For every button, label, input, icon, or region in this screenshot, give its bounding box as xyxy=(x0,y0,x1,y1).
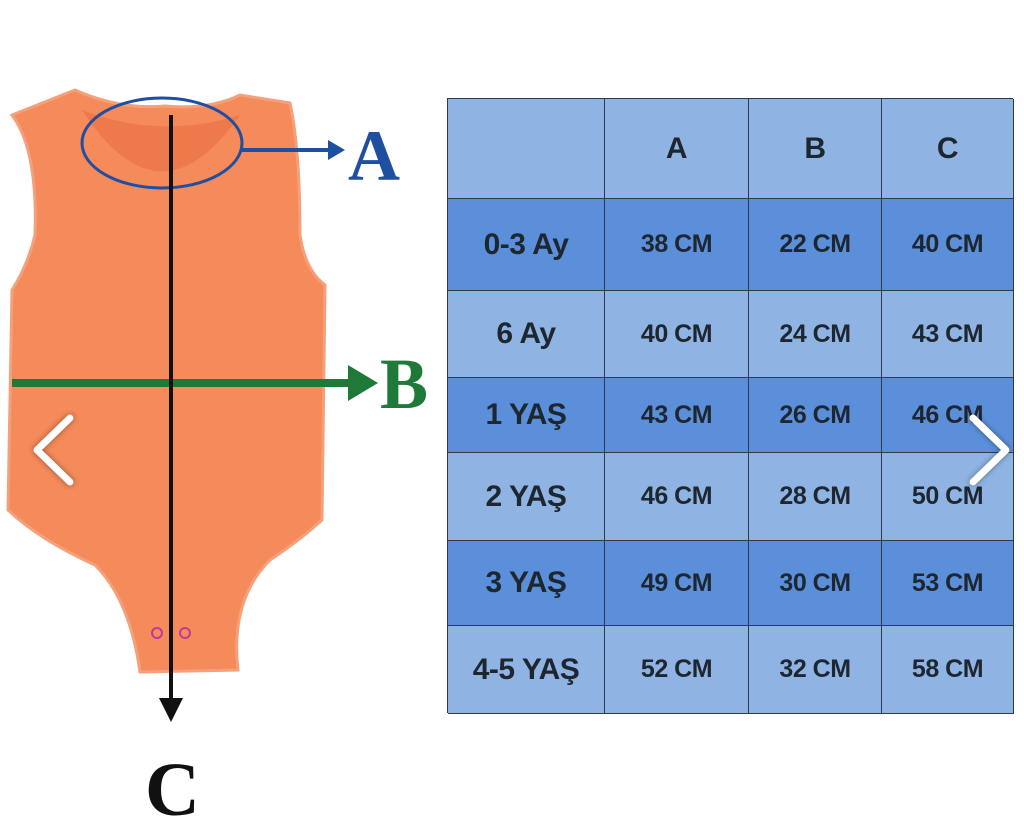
table-cell: 24 CM xyxy=(749,291,882,378)
label-b: B xyxy=(380,344,428,424)
snap xyxy=(151,627,163,639)
table-cell: 40 CM xyxy=(605,291,749,378)
table-cell: 46 CM xyxy=(882,378,1014,453)
table-cell: 0-3 Ay xyxy=(448,199,605,291)
table-cell: A xyxy=(605,99,749,199)
table-cell: 43 CM xyxy=(605,378,749,453)
arrowhead-c xyxy=(159,698,183,722)
table-cell: 58 CM xyxy=(882,626,1014,714)
table-cell: 40 CM xyxy=(882,199,1014,291)
arrowhead-a xyxy=(328,140,345,160)
table-cell: 49 CM xyxy=(605,541,749,626)
label-c: C xyxy=(145,748,200,821)
table-cell: C xyxy=(882,99,1014,199)
neckline xyxy=(82,110,240,172)
table-cell: 2 YAŞ xyxy=(448,453,605,541)
table-cell: 6 Ay xyxy=(448,291,605,378)
table-cell: 38 CM xyxy=(605,199,749,291)
table-cell: 50 CM xyxy=(882,453,1014,541)
table-cell: 46 CM xyxy=(605,453,749,541)
table-cell: 1 YAŞ xyxy=(448,378,605,453)
table-cell: 22 CM xyxy=(749,199,882,291)
table-cell: 3 YAŞ xyxy=(448,541,605,626)
table-cell: B xyxy=(749,99,882,199)
size-table: A B C 0-3 Ay 38 CM 22 CM 40 CM 6 Ay 40 CM 24 CM 43… xyxy=(447,98,1014,714)
table-cell xyxy=(448,99,605,199)
snap xyxy=(179,627,191,639)
table-cell: 28 CM xyxy=(749,453,882,541)
table-cell: 30 CM xyxy=(749,541,882,626)
table-cell: 4-5 YAŞ xyxy=(448,626,605,714)
table-cell: 43 CM xyxy=(882,291,1014,378)
table-cell: 26 CM xyxy=(749,378,882,453)
prev-button[interactable] xyxy=(25,410,85,490)
label-a: A xyxy=(348,116,400,196)
bodysuit-illustration: A B C xyxy=(6,88,428,821)
table-cell: 32 CM xyxy=(749,626,882,714)
neck-ellipse xyxy=(80,96,244,190)
table-cell: 53 CM xyxy=(882,541,1014,626)
table-cell: 52 CM xyxy=(605,626,749,714)
arrowhead-b xyxy=(348,365,378,401)
next-button[interactable] xyxy=(958,410,1018,490)
